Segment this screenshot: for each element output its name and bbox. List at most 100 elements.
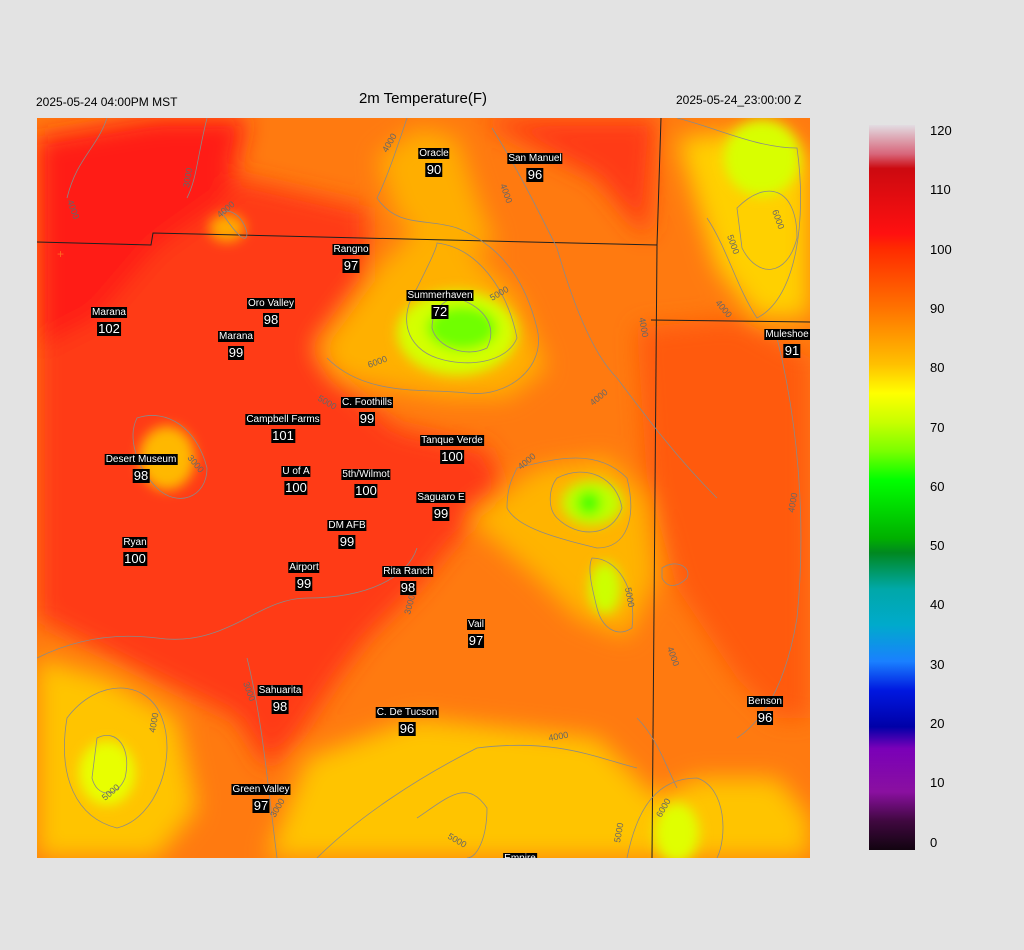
colorbar-tick-label: 50 — [930, 538, 945, 554]
station-name: Summerhaven — [406, 290, 474, 301]
station-name: Campbell Farms — [245, 414, 321, 425]
station-marker: Vail 97 — [467, 614, 485, 648]
marker-plus-icon: + — [57, 247, 64, 261]
colorbar-tick-label: 10 — [930, 775, 945, 791]
svg-text:4000: 4000 — [786, 492, 799, 513]
station-name: San Manuel — [507, 153, 563, 164]
station-name: Muleshoe R — [764, 329, 810, 340]
station-temperature: 100 — [440, 449, 464, 464]
svg-text:4000: 4000 — [637, 317, 650, 338]
station-name: Marana — [218, 331, 254, 342]
station-marker: Airport 99 — [288, 557, 320, 591]
station-marker: Benson 96 — [747, 691, 783, 725]
colorbar — [869, 125, 915, 850]
station-temperature: 99 — [338, 534, 356, 549]
station-name: C. De Tucson — [375, 707, 439, 718]
temperature-field: 4000 3000 4000 4000 4000 5000 6000 5000 … — [37, 118, 810, 858]
station-marker: DM AFB 99 — [327, 515, 367, 549]
station-name: Rita Ranch — [382, 566, 434, 577]
svg-text:5000: 5000 — [612, 822, 625, 843]
station-temperature: 91 — [783, 343, 801, 358]
colorbar-tick-label: 70 — [930, 419, 945, 435]
station-marker: Desert Museum 98 — [104, 449, 178, 483]
station-marker: Empire — [503, 848, 537, 858]
station-temperature: 99 — [358, 411, 376, 426]
colorbar-tick-label: 60 — [930, 478, 945, 494]
station-temperature: 97 — [252, 798, 270, 813]
station-temperature: 72 — [431, 304, 449, 319]
colorbar-tick-label: 90 — [930, 300, 945, 316]
county-lines — [37, 118, 810, 858]
station-temperature: 102 — [97, 321, 121, 336]
station-marker: Tanque Verde 100 — [420, 430, 484, 464]
station-name: 5th/Wilmot — [341, 469, 391, 480]
svg-text:3000: 3000 — [181, 167, 194, 188]
station-temperature: 100 — [354, 483, 378, 498]
colorbar-tick-label: 110 — [930, 182, 951, 198]
colorbar-tick-label: 120 — [930, 123, 952, 138]
valid-time-local: 2025-05-24 04:00PM MST — [36, 95, 178, 109]
colorbar-tick-label: 80 — [930, 360, 945, 376]
station-name: Airport — [288, 562, 320, 573]
elevation-contours — [37, 118, 802, 858]
station-marker: Green Valley 97 — [231, 779, 291, 813]
station-name: Green Valley — [231, 784, 291, 795]
station-marker: Ryan 100 — [122, 532, 148, 566]
station-name: Oro Valley — [247, 298, 295, 309]
station-marker: San Manuel 96 — [507, 148, 563, 182]
station-name: Sahuarita — [257, 685, 303, 696]
station-temperature: 98 — [399, 580, 417, 595]
colorbar-tick-label: 40 — [930, 597, 945, 613]
station-temperature: 96 — [526, 167, 544, 182]
station-name: Ryan — [122, 537, 148, 548]
station-temperature: 98 — [271, 699, 289, 714]
station-temperature: 97 — [342, 258, 360, 273]
station-temperature: 90 — [425, 162, 443, 177]
station-marker: Summerhaven 72 — [406, 285, 474, 319]
station-marker: Marana 99 — [218, 326, 254, 360]
station-marker: Saguaro E 99 — [416, 487, 466, 521]
station-marker: Oracle 90 — [418, 143, 450, 177]
station-name: Tanque Verde — [420, 435, 484, 446]
station-marker: Sahuarita 98 — [257, 680, 303, 714]
colorbar-tick-label: 100 — [930, 241, 952, 257]
colorbar-tick-label: 20 — [930, 716, 945, 731]
station-name: Marana — [91, 307, 127, 318]
colorbar-tick-label: 30 — [930, 656, 945, 672]
station-temperature: 99 — [432, 506, 450, 521]
station-name: Vail — [467, 619, 485, 630]
station-marker: C. Foothills 99 — [340, 392, 394, 426]
station-temperature: 98 — [132, 468, 150, 483]
station-name: Desert Museum — [104, 454, 178, 465]
station-name: Rangno — [332, 244, 370, 255]
station-temperature: 96 — [756, 710, 774, 725]
station-temperature: 97 — [467, 633, 485, 648]
station-temperature: 96 — [398, 721, 416, 736]
station-marker: Oro Valley 98 — [247, 293, 295, 327]
svg-text:5000: 5000 — [623, 587, 636, 608]
station-marker: Rangno 97 — [332, 239, 370, 273]
station-marker: Campbell Farms 101 — [245, 409, 321, 443]
station-name: Benson — [747, 696, 783, 707]
station-marker: 5th/Wilmot 100 — [341, 464, 391, 498]
station-temperature: 99 — [295, 576, 313, 591]
station-temperature: 98 — [262, 312, 280, 327]
station-temperature: 101 — [271, 428, 295, 443]
svg-text:4000: 4000 — [147, 712, 160, 733]
station-marker: U of A 100 — [281, 461, 311, 495]
station-temperature: 100 — [284, 480, 308, 495]
station-name: U of A — [281, 466, 311, 477]
station-temperature: 100 — [123, 551, 147, 566]
valid-time-utc: 2025-05-24_23:00:00 Z — [676, 93, 802, 107]
station-marker: Muleshoe R 91 — [764, 324, 810, 358]
svg-text:4000: 4000 — [548, 730, 569, 743]
station-marker: C. De Tucson 96 — [375, 702, 439, 736]
station-name: C. Foothills — [340, 397, 394, 408]
colorbar-tick-label: 0 — [930, 834, 938, 850]
station-name: Oracle — [418, 148, 450, 159]
station-name: DM AFB — [327, 520, 367, 531]
map-title: 2m Temperature(F) — [358, 90, 488, 107]
station-marker: Rita Ranch 98 — [382, 561, 434, 595]
temperature-map: 4000 3000 4000 4000 4000 5000 6000 5000 … — [37, 118, 810, 858]
station-marker: Marana 102 — [91, 302, 127, 336]
